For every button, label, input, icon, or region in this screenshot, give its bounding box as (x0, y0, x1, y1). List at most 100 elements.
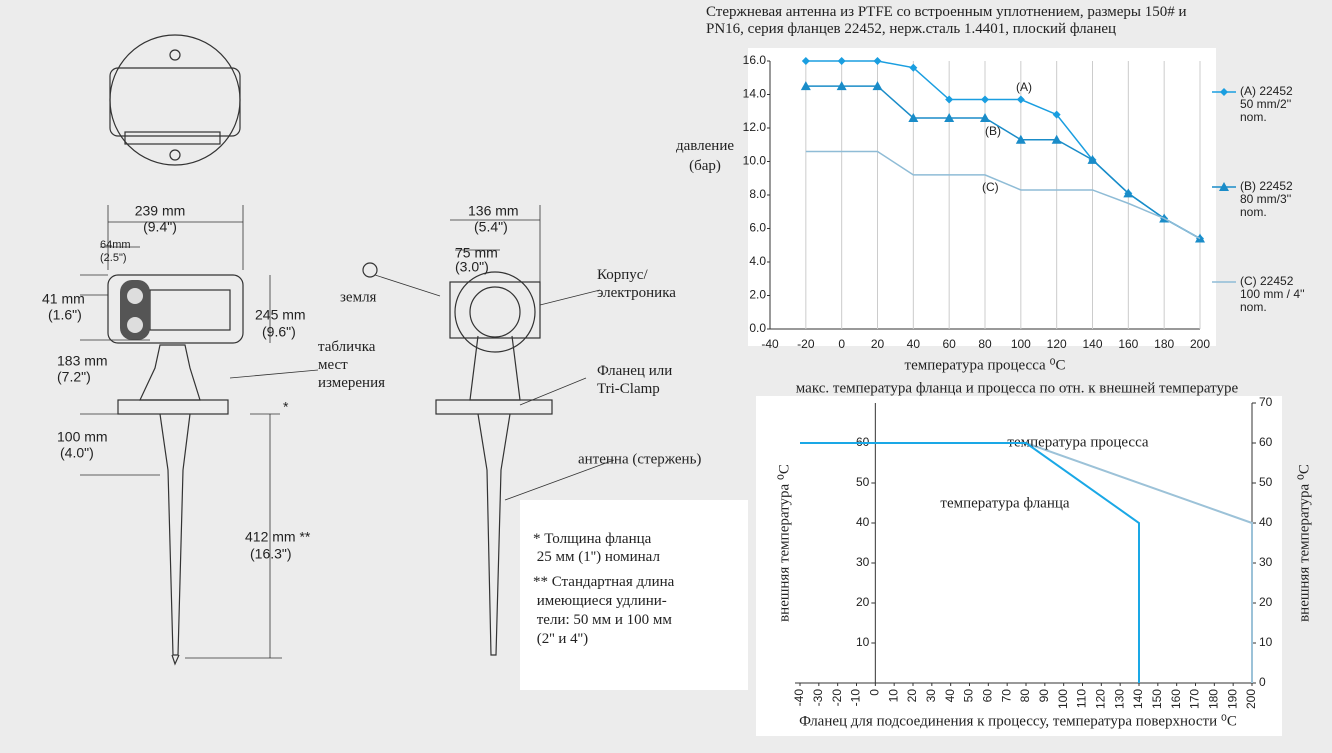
x-tick-label: 160 (1118, 337, 1138, 351)
y2-tick-label: 20 (1259, 595, 1273, 609)
data-point (837, 57, 846, 65)
x-tick-label: -20 (797, 337, 815, 351)
y-tick-label: 50 (856, 475, 870, 489)
data-point (1123, 188, 1134, 198)
x-tick-label: 80 (1018, 689, 1032, 703)
x-tick-label: -40 (792, 689, 806, 707)
x-tick-label: 150 (1150, 689, 1164, 709)
x-tick-label: 200 (1190, 337, 1210, 351)
dimension-label: (9.6") (262, 324, 296, 340)
data-point (981, 95, 989, 104)
dimension-label: 75 mm (455, 245, 498, 261)
y2-tick-label: 60 (1259, 435, 1273, 449)
y2-tick-label: 10 (1259, 635, 1273, 649)
data-point (836, 81, 847, 91)
y2-tick-label: 30 (1259, 555, 1273, 569)
dimension-label: (3.0") (455, 259, 489, 275)
x-tick-label: 0 (868, 689, 882, 696)
chart-title: макс. температура фланца и процесса по о… (796, 380, 1239, 396)
y2-tick-label: 40 (1259, 515, 1273, 529)
y-tick-label: 12.0 (743, 120, 767, 134)
x-tick-label: 10 (886, 689, 900, 703)
x-tick-label: 140 (1131, 689, 1145, 709)
data-point (1015, 134, 1026, 144)
x-tick-label: 190 (1225, 689, 1239, 709)
note: * Толщина фланца 25 мм (1'') номинал (533, 531, 660, 565)
y-tick-label: 0.0 (749, 321, 766, 335)
legend-label: (C) 22452 100 mm / 4'' nom. (1240, 274, 1305, 314)
x-tick-label: 90 (1037, 689, 1051, 703)
y-tick-label: 6.0 (749, 221, 766, 235)
dimension-label: 64mm (100, 239, 131, 251)
x-tick-label: 40 (943, 689, 957, 703)
x-tick-label: 20 (905, 689, 919, 703)
data-point (909, 63, 918, 72)
x-axis-label: температура процесса ⁰C (905, 357, 1066, 373)
x-tick-label: -10 (849, 689, 863, 707)
data-point (801, 57, 810, 65)
dimension-label: 245 mm (255, 307, 306, 323)
y-tick-label: 10.0 (743, 154, 767, 168)
x-tick-label: 30 (924, 689, 938, 703)
chart-title: Стержневая антенна из PTFE со встроенным… (706, 4, 1186, 37)
data-point (945, 95, 954, 104)
dimension-label: 41 mm (42, 291, 85, 307)
data-point (872, 81, 883, 91)
x-tick-label: -30 (811, 689, 825, 707)
legend-label: (A) 22452 50 mm/2'' nom. (1240, 84, 1293, 124)
x-tick-label: 170 (1188, 689, 1202, 709)
x-tick-label: -20 (830, 689, 844, 707)
x-tick-label: -40 (761, 337, 779, 351)
data-point (800, 81, 811, 91)
y-tick-label: 16.0 (743, 53, 767, 67)
dimension-label: (7.2") (57, 369, 91, 385)
x-tick-label: 100 (1011, 337, 1031, 351)
y2-axis-label: внешняя температура ⁰C (1296, 464, 1312, 622)
x-tick-label: 80 (978, 337, 992, 351)
x-tick-label: 120 (1047, 337, 1067, 351)
series-label: температура фланца (940, 495, 1069, 511)
x-tick-label: 140 (1082, 337, 1102, 351)
data-point (1052, 110, 1061, 119)
x-tick-label: 120 (1094, 689, 1108, 709)
y-tick-label: 20 (856, 595, 870, 609)
x-tick-label: 110 (1075, 689, 1089, 708)
y-axis-label: внешняя температура ⁰C (776, 464, 792, 622)
chart-bg (756, 396, 1282, 736)
dimension-label: (9.4") (143, 219, 177, 235)
data-point (980, 112, 990, 122)
y2-tick-label: 70 (1259, 395, 1273, 409)
dimension-label: (4.0") (60, 445, 94, 461)
dimension-label: (16.3") (250, 546, 292, 562)
y-axis-label: давление (бар) (676, 138, 734, 174)
series-line (800, 442, 1140, 683)
note: ** Стандартная длина имеющиеся удлини- т… (533, 574, 675, 647)
x-tick-label: 20 (871, 337, 885, 351)
x-tick-label: 180 (1207, 689, 1221, 709)
dimension-label: 136 mm (468, 203, 519, 219)
data-point (1016, 95, 1025, 104)
callout-label: Корпус/электроника (597, 267, 676, 301)
x-tick-label: 60 (981, 689, 995, 703)
y2-tick-label: 0 (1259, 675, 1266, 689)
dimension-label: 412 mm ** (245, 529, 311, 545)
chart-bg (748, 48, 1216, 346)
y-tick-label: 10 (856, 635, 870, 649)
data-point (1220, 88, 1228, 96)
x-tick-label: 0 (838, 337, 845, 351)
data-point (1087, 154, 1098, 164)
data-point (1051, 134, 1062, 144)
callout-label: земля (340, 289, 377, 305)
data-point (944, 112, 955, 122)
annotation: (B) (985, 124, 1001, 138)
x-tick-label: 40 (907, 337, 921, 351)
dimension-label: 100 mm (57, 429, 108, 445)
note-bg (520, 500, 748, 690)
callout-label: табличка мест измерения (318, 339, 385, 391)
series-label: температура процесса (1007, 434, 1149, 450)
x-tick-label: 60 (942, 337, 956, 351)
callout-label: антенна (стержень) (578, 451, 701, 467)
x-tick-label: 180 (1154, 337, 1174, 351)
dimension-label: * (283, 399, 289, 415)
